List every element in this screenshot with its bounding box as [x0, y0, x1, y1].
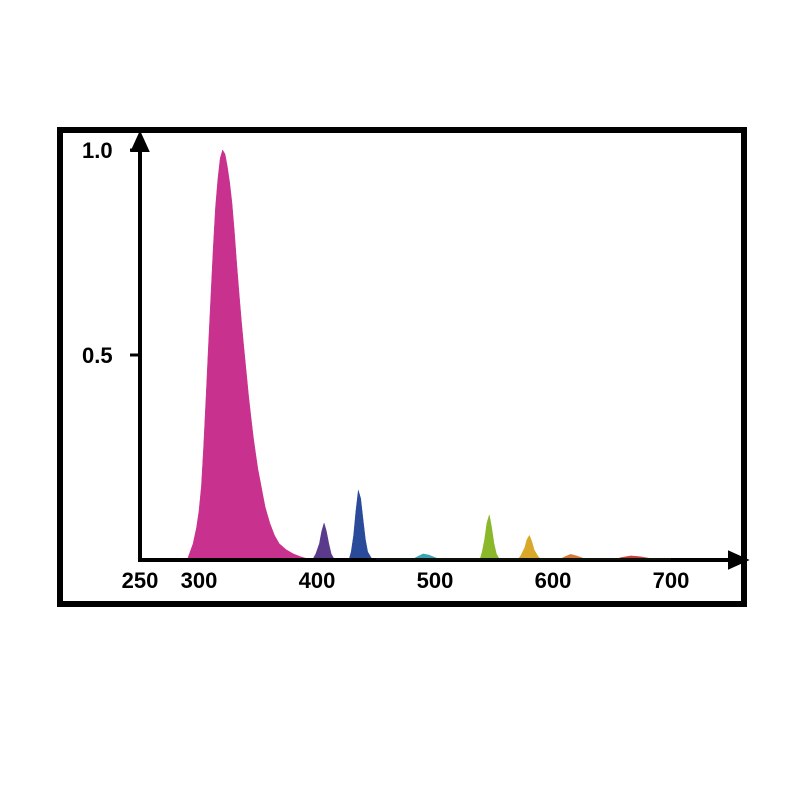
y-tick-label: 0.5 [82, 343, 113, 368]
spectrum-chart: 0.5 1.0 250 300 400 500 600 700 [0, 0, 800, 800]
x-tick-label: 700 [653, 568, 690, 593]
x-tick-label: 250 [122, 568, 159, 593]
x-axis-arrow [728, 550, 750, 570]
main-uv-peak [187, 150, 312, 560]
yellow-peak-580 [518, 535, 542, 560]
x-tick-label: 400 [299, 568, 336, 593]
green-peak-545 [480, 515, 500, 560]
blue-peak-435 [349, 490, 376, 560]
violet-peak-405 [312, 523, 334, 560]
x-tick-label: 500 [417, 568, 454, 593]
x-tick-label: 300 [181, 568, 218, 593]
y-tick-label: 1.0 [82, 138, 113, 163]
x-tick-label: 600 [535, 568, 572, 593]
